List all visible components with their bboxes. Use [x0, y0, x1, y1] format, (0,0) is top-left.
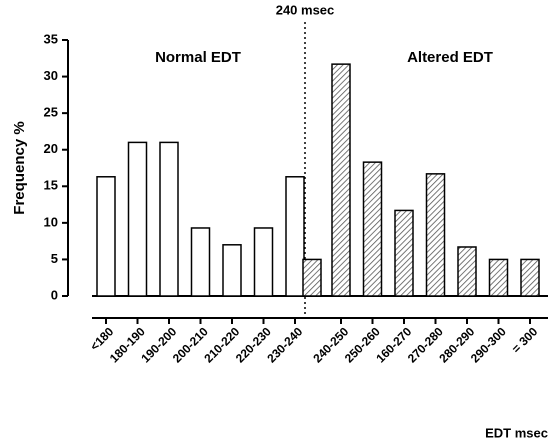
bar	[331, 63, 351, 297]
bar	[520, 258, 540, 297]
bar	[488, 258, 509, 297]
y-tick-label: 10	[44, 214, 58, 229]
bar	[457, 246, 477, 297]
y-tick-label: 35	[44, 31, 58, 46]
y-tick-label: 30	[44, 68, 58, 83]
bar	[302, 258, 322, 297]
y-tick-label: 20	[44, 141, 58, 156]
bar	[159, 141, 179, 297]
bar	[362, 161, 383, 297]
bar	[190, 227, 211, 297]
y-tick-label: 25	[44, 105, 58, 120]
x-tick-label: = 300	[509, 324, 541, 356]
x-axis-title: EDT msec	[485, 425, 548, 440]
y-tick-label: 15	[44, 178, 58, 193]
y-axis-title: Frequency %	[11, 121, 28, 214]
bar	[394, 209, 414, 297]
region-label: Normal EDT	[155, 49, 241, 66]
bar	[222, 244, 242, 297]
bar	[253, 227, 274, 297]
y-tick-label: 0	[51, 287, 58, 302]
bar	[285, 176, 305, 297]
bar	[127, 141, 148, 297]
threshold-label: 240 msec	[276, 2, 335, 17]
bar	[96, 176, 116, 297]
region-label: Altered EDT	[407, 49, 493, 66]
x-tick-label: 230-240	[264, 324, 305, 365]
y-tick-label: 5	[51, 251, 58, 266]
x-tick-label: 290-300	[468, 324, 509, 365]
bar	[425, 173, 446, 297]
